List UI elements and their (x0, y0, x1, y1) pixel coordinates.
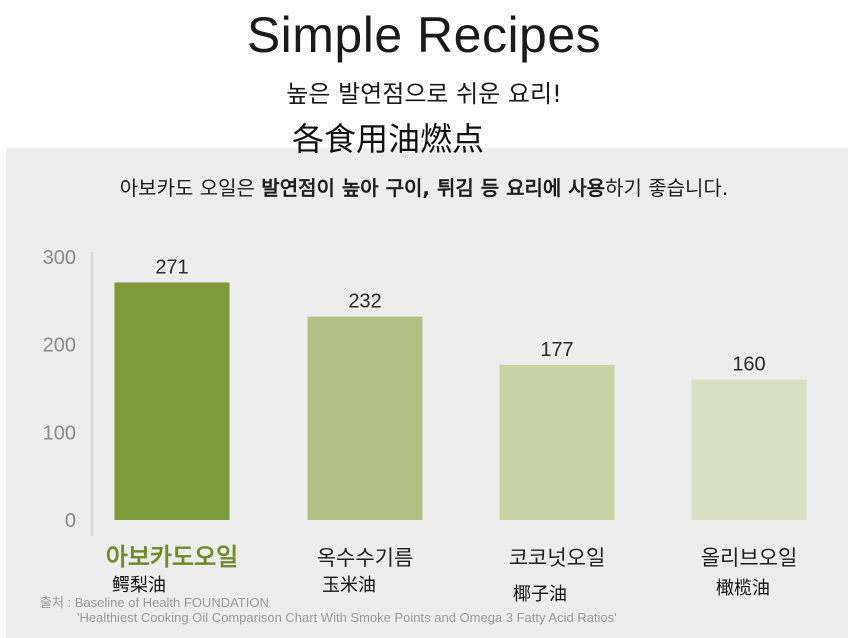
category-label: 코코넛오일 (509, 546, 606, 570)
bar (691, 379, 807, 520)
category-label: 아보카도오일 (106, 543, 238, 571)
chinese-label-coconut: 椰子油 (513, 584, 567, 605)
y-tick-label: 100 (43, 422, 76, 444)
source-line-1: 출처 : Baseline of Health FOUNDATION (40, 595, 269, 610)
category-label: 옥수수기름 (317, 546, 414, 570)
bar (307, 316, 423, 520)
page-subtitle: 높은 발연점으로 쉬운 요리! (286, 80, 562, 108)
chinese-label-olive: 橄榄油 (716, 578, 770, 599)
data-labels: 271 232 177 160 (155, 256, 765, 375)
chinese-label-avocado: 鳄梨油 (112, 575, 166, 596)
chinese-label-corn: 玉米油 (322, 575, 376, 596)
bar (499, 364, 615, 520)
bars (114, 282, 807, 520)
page-title: Simple Recipes (246, 7, 602, 63)
overlay-chinese-title: 各食用油燃点 (292, 120, 485, 158)
data-label: 177 (540, 339, 573, 361)
category-labels: 아보카도오일 옥수수기름 코코넛오일 올리브오일 (106, 543, 798, 571)
headline-part2: 하기 좋습니다. (605, 176, 729, 200)
data-label: 232 (348, 291, 381, 313)
category-label: 올리브오일 (701, 546, 798, 570)
y-axis: 0 100 200 300 (43, 247, 93, 536)
y-tick-label: 200 (43, 335, 76, 357)
y-tick-label: 0 (65, 510, 76, 532)
chart-headline: 아보카도 오일은 발연점이 높아 구이, 튀김 등 요리에 사용하기 좋습니다. (0, 172, 848, 201)
source-line-2: 'Healthiest Cooking Oil Comparison Chart… (77, 610, 617, 625)
y-tick-label: 300 (43, 247, 76, 269)
data-label: 160 (732, 354, 765, 376)
bar (114, 282, 230, 520)
headline-part1: 아보카도 오일은 (119, 176, 262, 200)
data-label: 271 (155, 256, 188, 278)
headline-bold: 발연점이 높아 구이, 튀김 등 요리에 사용 (261, 176, 606, 200)
